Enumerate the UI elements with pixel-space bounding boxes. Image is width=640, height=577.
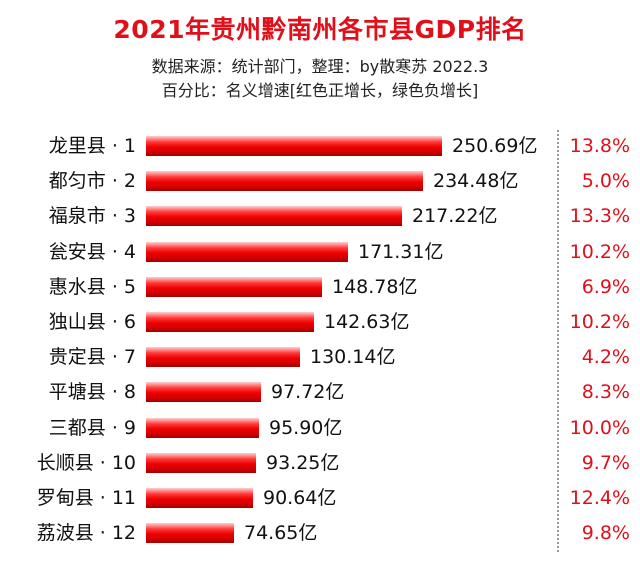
gdp-bar [146, 452, 256, 473]
gdp-value-label: 74.65亿 [244, 522, 318, 545]
gdp-bar [146, 241, 348, 262]
growth-rate-label: 13.8% [569, 135, 630, 157]
gdp-value-label: 93.25亿 [266, 451, 340, 474]
gdp-value-label: 142.63亿 [324, 311, 410, 333]
growth-rate-label: 10.2% [569, 240, 630, 263]
growth-rate-label: 13.3% [569, 205, 630, 228]
category-label: 福泉市 · 3 [48, 205, 136, 228]
gdp-bar [146, 136, 442, 156]
gdp-bar [146, 382, 261, 403]
gdp-value-label: 171.31亿 [358, 240, 444, 263]
growth-note-line: 百分比：名义增速[红色正增长，绿色负增长] [161, 81, 479, 100]
gdp-value-label: 130.14亿 [310, 346, 396, 369]
gdp-value-label: 90.64亿 [263, 487, 337, 509]
category-label: 三都县 · 9 [48, 416, 136, 439]
gdp-bar [146, 312, 314, 332]
gdp-bar [146, 417, 259, 438]
gdp-value-label: 97.72亿 [271, 381, 345, 404]
growth-rate-label: 10.2% [569, 311, 630, 333]
growth-rate-label: 8.3% [581, 381, 630, 404]
category-label: 长顺县 · 10 [36, 451, 136, 474]
growth-rate-label: 9.8% [581, 522, 630, 545]
gdp-bar [146, 347, 300, 368]
gdp-bar [146, 276, 322, 297]
growth-rate-label: 9.7% [581, 451, 630, 474]
category-label: 龙里县 · 1 [48, 135, 136, 157]
category-label: 贵定县 · 7 [48, 346, 136, 369]
growth-column-divider [557, 130, 559, 552]
category-label: 瓮安县 · 4 [48, 240, 136, 263]
gdp-bar [146, 171, 423, 192]
category-label: 惠水县 · 5 [48, 275, 136, 298]
gdp-value-label: 234.48亿 [433, 170, 519, 193]
category-label: 都匀市 · 2 [48, 170, 136, 193]
gdp-value-label: 148.78亿 [332, 275, 418, 298]
gdp-value-label: 250.69亿 [452, 135, 538, 157]
category-label: 独山县 · 6 [48, 311, 136, 333]
growth-rate-label: 12.4% [569, 487, 630, 509]
gdp-bar [146, 206, 402, 227]
gdp-value-label: 95.90亿 [269, 416, 343, 439]
chart-title: 2021年贵州黔南州各市县GDP排名 [113, 15, 527, 44]
growth-rate-label: 4.2% [581, 346, 630, 369]
gdp-bar [146, 523, 234, 544]
category-label: 平塘县 · 8 [48, 381, 136, 404]
source-line: 数据来源：统计部门，整理：by散寒苏 2022.3 [151, 57, 489, 76]
gdp-value-label: 217.22亿 [412, 205, 498, 228]
growth-rate-label: 6.9% [581, 275, 630, 298]
growth-rate-label: 10.0% [569, 416, 630, 439]
category-label: 罗甸县 · 11 [36, 487, 136, 509]
growth-rate-label: 5.0% [581, 170, 630, 193]
category-label: 荔波县 · 12 [36, 522, 136, 545]
gdp-bar [146, 488, 253, 508]
